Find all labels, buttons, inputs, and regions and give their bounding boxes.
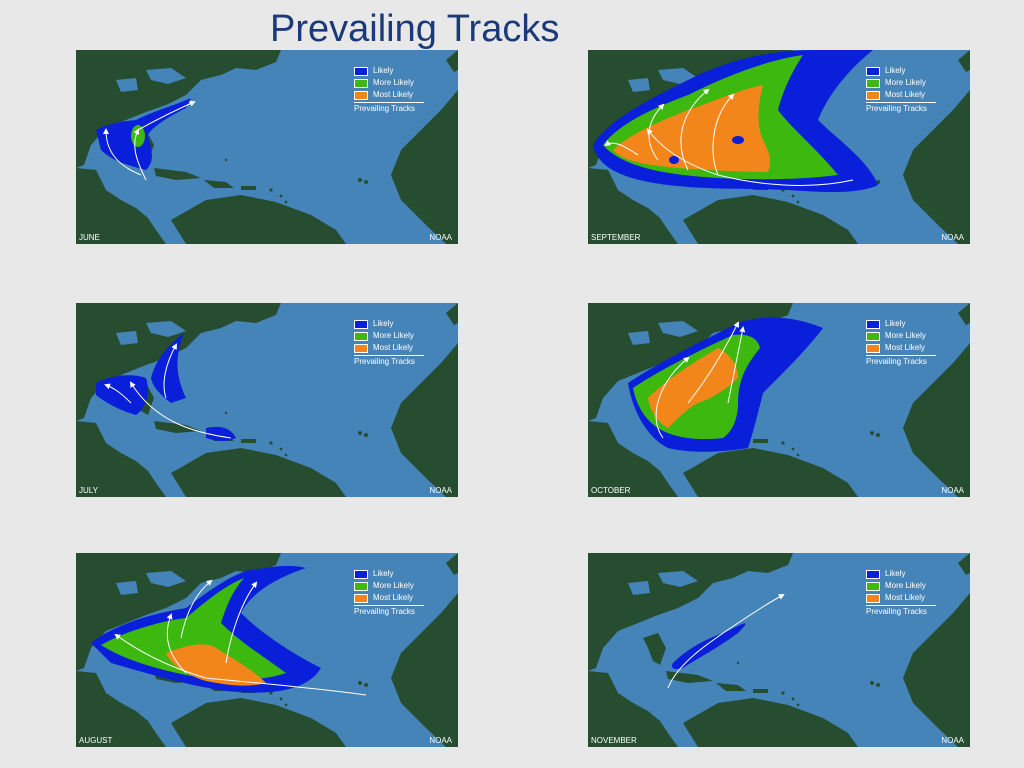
track-line bbox=[180, 579, 213, 639]
map-panel-september: Likely More Likely Most Likely Prevailin… bbox=[588, 50, 970, 244]
month-label: JUNE bbox=[79, 233, 100, 242]
likely-area bbox=[671, 623, 746, 670]
track-line bbox=[712, 93, 735, 176]
map-panel-august: Likely More Likely Most Likely Prevailin… bbox=[76, 553, 458, 747]
legend-tracks: Prevailing Tracks bbox=[354, 605, 424, 618]
legend: Likely More Likely Most Likely Prevailin… bbox=[866, 318, 936, 368]
track-line bbox=[646, 128, 854, 186]
month-label: OCTOBER bbox=[591, 486, 631, 495]
credit-label: NOAA bbox=[429, 486, 452, 495]
credit-label: NOAA bbox=[941, 233, 964, 242]
credit-label: NOAA bbox=[429, 736, 452, 745]
likely-swatch bbox=[354, 569, 368, 579]
page-title: Prevailing Tracks bbox=[270, 8, 560, 50]
more-likely-swatch bbox=[866, 331, 880, 341]
month-label: SEPTEMBER bbox=[591, 233, 641, 242]
likely-swatch bbox=[866, 66, 880, 76]
map-panel-july: Likely More Likely Most Likely Prevailin… bbox=[76, 303, 458, 497]
more-likely-swatch bbox=[866, 78, 880, 88]
month-label: NOVEMBER bbox=[591, 736, 637, 745]
likely-swatch bbox=[866, 319, 880, 329]
likely-swatch bbox=[866, 569, 880, 579]
track-line bbox=[103, 128, 142, 176]
track-line bbox=[133, 128, 147, 181]
most-likely-area bbox=[166, 644, 266, 686]
track-line bbox=[114, 633, 367, 696]
most-likely-swatch bbox=[354, 90, 368, 100]
legend: Likely More Likely Most Likely Prevailin… bbox=[866, 568, 936, 618]
map-september bbox=[588, 50, 970, 244]
likely-swatch bbox=[354, 66, 368, 76]
track-line bbox=[163, 343, 177, 399]
track-line bbox=[667, 594, 785, 689]
track-line bbox=[129, 381, 232, 439]
legend: Likely More Likely Most Likely Prevailin… bbox=[866, 65, 936, 115]
most-likely-swatch bbox=[866, 90, 880, 100]
map-panel-june: Likely More Likely Most Likely Prevailin… bbox=[76, 50, 458, 244]
month-label: AUGUST bbox=[79, 736, 113, 745]
credit-label: NOAA bbox=[429, 233, 452, 242]
map-panel-october: Likely More Likely Most Likely Prevailin… bbox=[588, 303, 970, 497]
most-likely-swatch bbox=[354, 343, 368, 353]
legend-tracks: Prevailing Tracks bbox=[866, 102, 936, 115]
track-line bbox=[166, 613, 187, 674]
most-likely-swatch bbox=[866, 343, 880, 353]
track-line bbox=[225, 581, 258, 664]
credit-label: NOAA bbox=[941, 486, 964, 495]
map-panel-november: Likely More Likely Most Likely Prevailin… bbox=[588, 553, 970, 747]
most-likely-area bbox=[648, 348, 738, 428]
track-line bbox=[655, 356, 690, 439]
more-likely-area bbox=[131, 125, 145, 147]
map-june bbox=[76, 50, 458, 244]
legend: Likely More Likely Most Likely Prevailin… bbox=[354, 318, 424, 368]
credit-label: NOAA bbox=[941, 736, 964, 745]
track-line bbox=[104, 383, 132, 404]
more-likely-swatch bbox=[354, 581, 368, 591]
most-likely-swatch bbox=[354, 593, 368, 603]
legend: Likely More Likely Most Likely Prevailin… bbox=[354, 568, 424, 618]
legend-tracks: Prevailing Tracks bbox=[866, 355, 936, 368]
most-likely-swatch bbox=[866, 593, 880, 603]
more-likely-swatch bbox=[354, 331, 368, 341]
map-november bbox=[588, 553, 970, 747]
likely-swatch bbox=[354, 319, 368, 329]
track-line bbox=[727, 326, 746, 404]
legend-tracks: Prevailing Tracks bbox=[354, 102, 424, 115]
map-october bbox=[588, 303, 970, 497]
month-label: JULY bbox=[79, 486, 98, 495]
track-line bbox=[648, 103, 665, 161]
legend-tracks: Prevailing Tracks bbox=[354, 355, 424, 368]
track-line bbox=[680, 88, 710, 171]
map-august bbox=[76, 553, 458, 747]
track-line bbox=[604, 140, 639, 156]
legend: Likely More Likely Most Likely Prevailin… bbox=[354, 65, 424, 115]
track-line bbox=[687, 321, 739, 404]
more-likely-swatch bbox=[354, 78, 368, 88]
map-july bbox=[76, 303, 458, 497]
track-line bbox=[137, 100, 196, 131]
legend-tracks: Prevailing Tracks bbox=[866, 605, 936, 618]
more-likely-swatch bbox=[866, 581, 880, 591]
